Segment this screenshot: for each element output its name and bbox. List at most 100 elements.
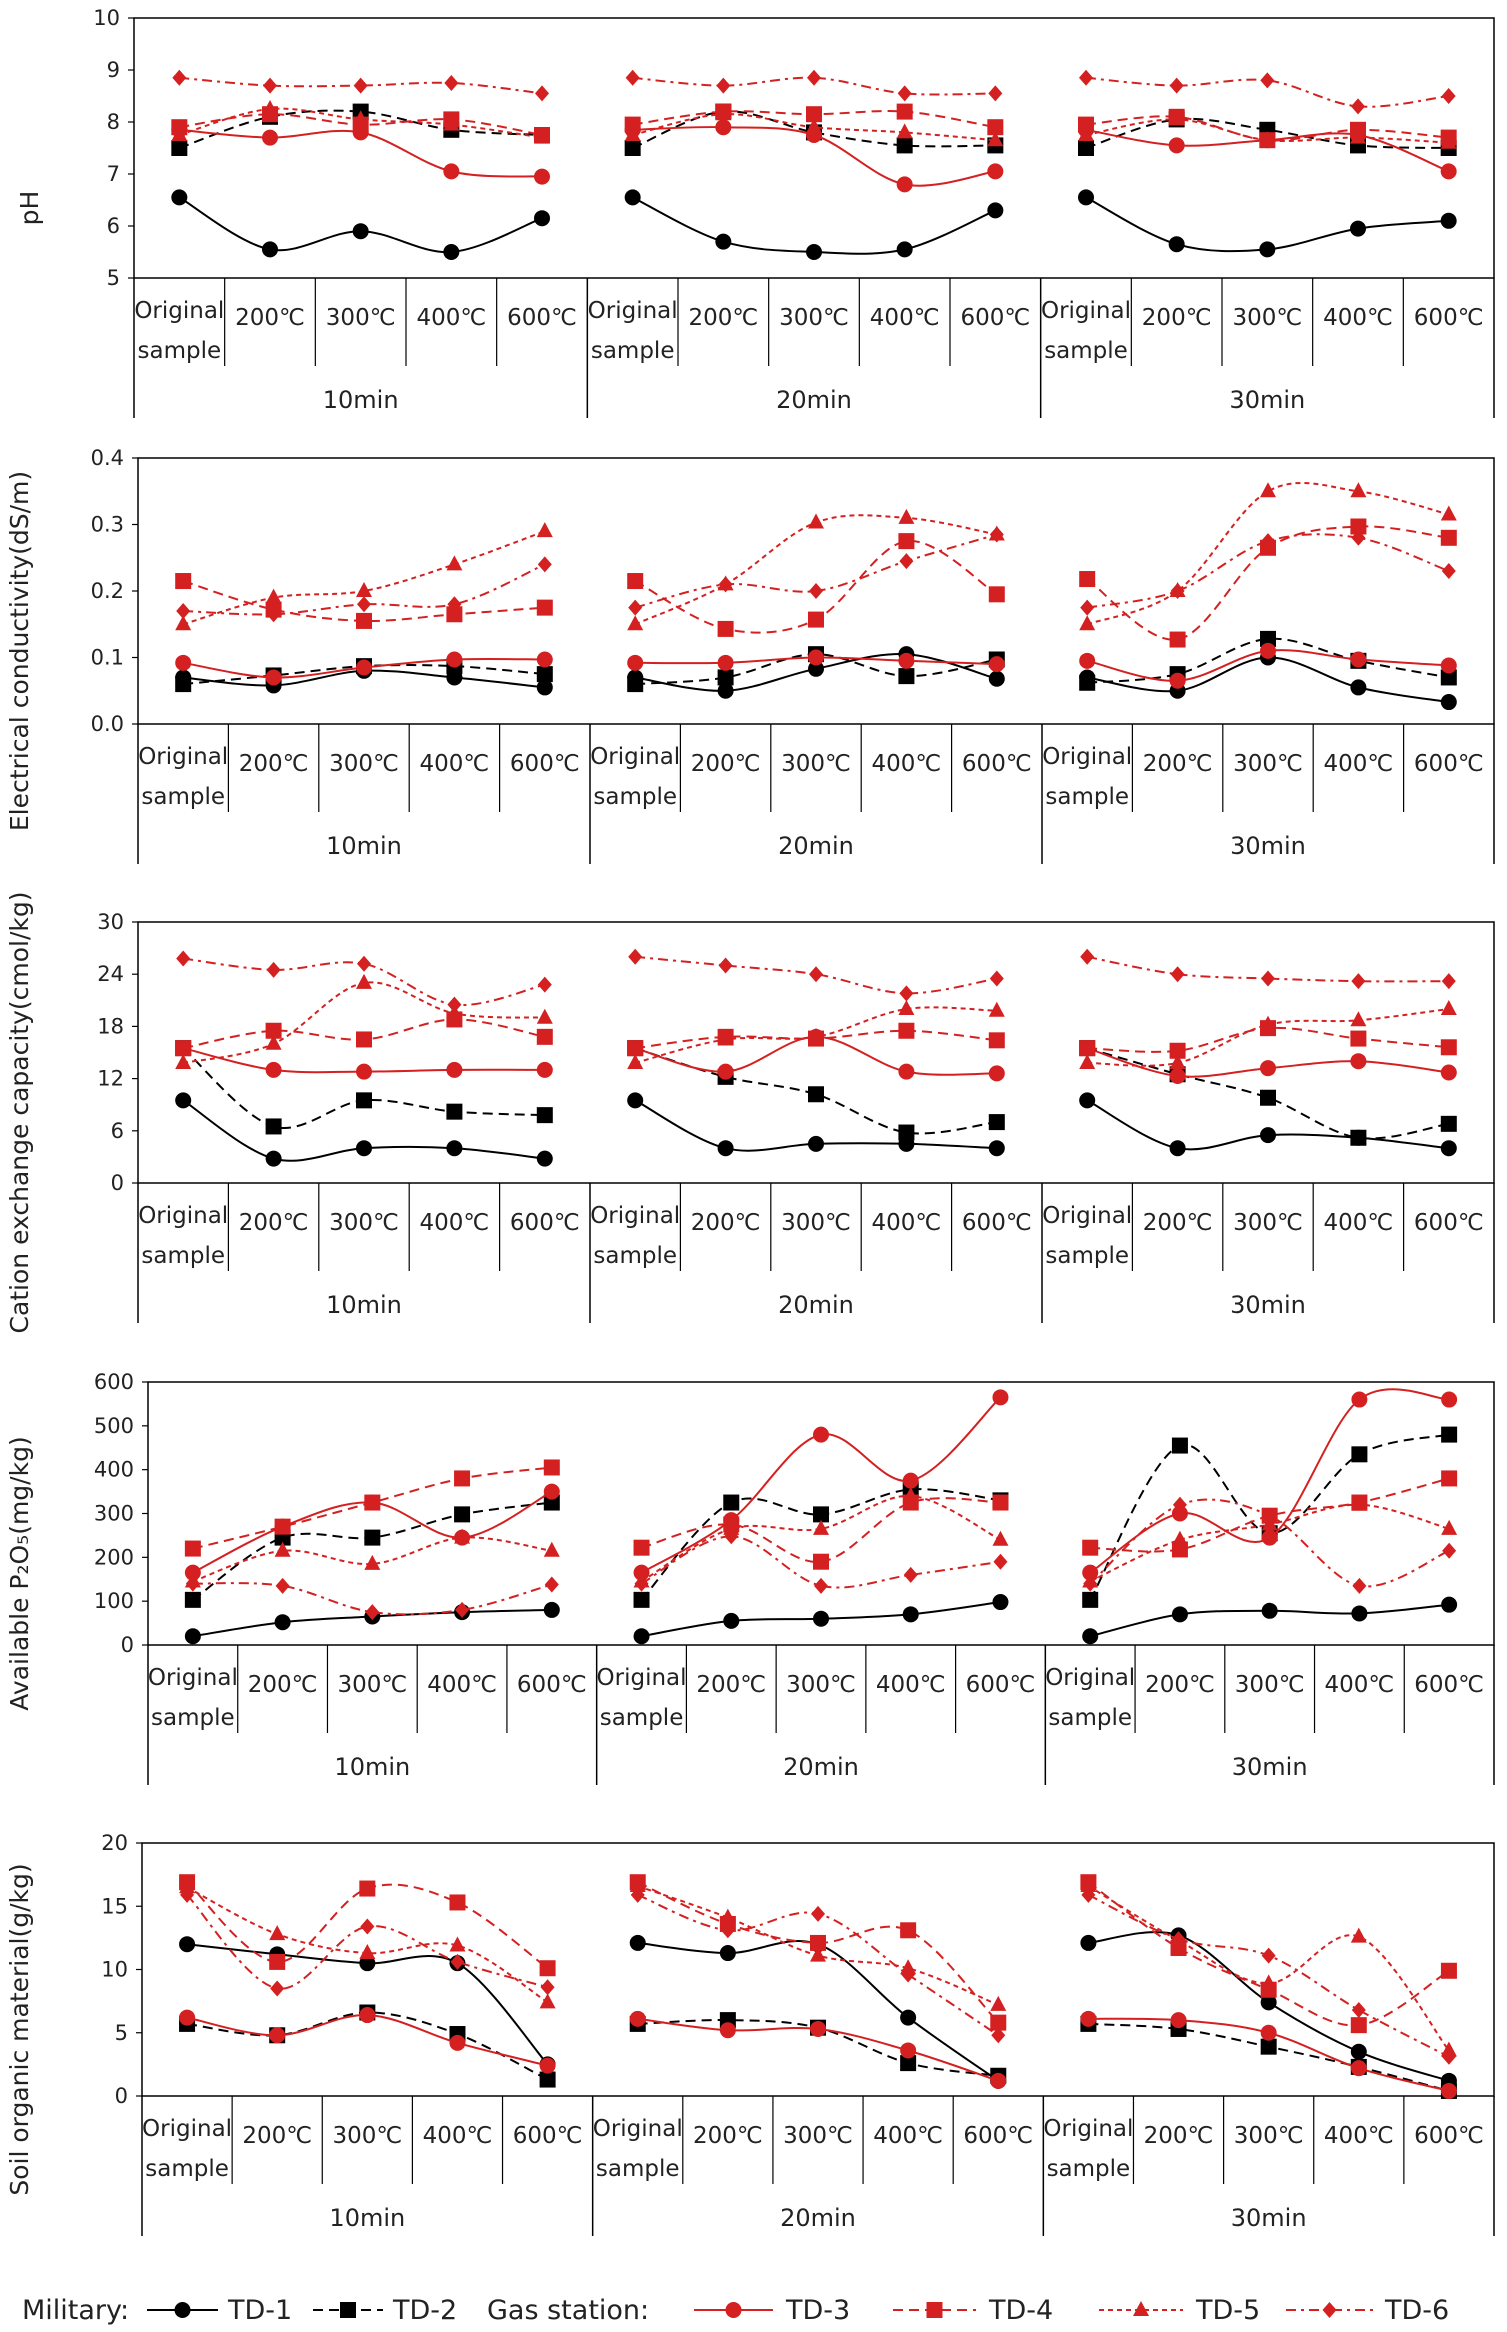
category-label: Original (1042, 1203, 1132, 1229)
y-axis-label: Available P₂O₅(mg/kg) (5, 1436, 34, 1710)
data-point (624, 116, 641, 133)
category-label: sample (591, 338, 675, 364)
data-point (262, 129, 278, 146)
data-point (1171, 1530, 1188, 1546)
data-point (1170, 2012, 1187, 2029)
data-point (723, 1612, 740, 1629)
data-point (539, 1960, 556, 1977)
data-point (1168, 236, 1185, 253)
group-label: 30min (1232, 1753, 1308, 1781)
category-label: Original (138, 1203, 228, 1229)
data-point (364, 1529, 381, 1546)
category-label: 300℃ (779, 305, 849, 331)
data-point (1079, 571, 1096, 588)
data-point (265, 1118, 282, 1135)
data-point (535, 85, 549, 102)
series-line (641, 1535, 1001, 1589)
legend-label: TD-4 (988, 2295, 1053, 2326)
y-tick-label: 6 (107, 214, 120, 238)
data-point (717, 669, 734, 686)
data-point (992, 1389, 1009, 1406)
series-line (182, 1047, 545, 1129)
data-point (813, 1553, 829, 1570)
series-TD-1 (184, 1594, 1458, 1645)
data-point (723, 1494, 740, 1511)
data-point (987, 131, 1004, 147)
data-point (629, 1877, 646, 1893)
data-point (991, 2027, 1006, 2044)
data-point (1169, 1140, 1186, 1157)
data-point (269, 2027, 286, 2044)
panel-4: 0 100 200 300 400 500 600 Available P₂O₅(mg/kg)… (5, 1370, 1495, 1785)
category-label: 600℃ (510, 751, 580, 777)
series-line (632, 76, 996, 96)
data-point (265, 1150, 282, 1167)
category-label: 200℃ (1142, 305, 1212, 331)
data-point (1081, 1886, 1096, 1903)
data-point (1260, 1015, 1276, 1031)
series-TD-3 (184, 1388, 1458, 1581)
legend-label: TD-1 (227, 2295, 292, 2326)
category-label: 600℃ (1414, 751, 1484, 777)
category-label: 400℃ (1324, 751, 1394, 777)
category-label: Original (590, 744, 680, 770)
data-point (1078, 140, 1094, 156)
category-label: 400℃ (872, 751, 942, 777)
data-point (265, 1022, 282, 1039)
data-point (543, 1601, 560, 1618)
data-point (1350, 651, 1367, 668)
legend-label: TD-6 (1384, 2295, 1449, 2326)
data-point (1441, 88, 1456, 104)
category-label: 600℃ (962, 1210, 1032, 1236)
legend-label: TD-2 (392, 2295, 457, 2326)
group-label: 20min (778, 832, 854, 860)
data-point (534, 128, 550, 144)
series-TD-2 (184, 1426, 1458, 1608)
data-point (1169, 1067, 1186, 1084)
y-tick-label: 7 (107, 162, 120, 186)
data-point (899, 553, 914, 570)
data-point (262, 241, 278, 258)
data-point (1440, 669, 1457, 686)
data-point (171, 126, 188, 141)
data-point (454, 1506, 471, 1523)
category-label: 600℃ (963, 2123, 1033, 2149)
data-point (175, 615, 192, 631)
series-TD-5 (184, 1486, 1458, 1588)
y-tick-label: 0.4 (91, 446, 124, 470)
data-point (356, 1092, 372, 1109)
data-point (1079, 1040, 1096, 1057)
data-point (1261, 1602, 1278, 1619)
data-point (443, 115, 460, 131)
category-label: 300℃ (332, 2123, 402, 2149)
data-point (1350, 1011, 1367, 1027)
data-point (447, 996, 462, 1013)
data-point (265, 588, 282, 604)
data-point (993, 1553, 1008, 1570)
data-point (184, 1540, 201, 1557)
plot-frame (133, 17, 1495, 279)
category-label: sample (596, 2156, 680, 2182)
group-label: 10min (329, 2204, 405, 2232)
data-point (900, 2009, 917, 2026)
data-point (1078, 189, 1094, 206)
y-tick-label: 20 (101, 1831, 128, 1855)
series-line (1086, 525, 1449, 641)
y-tick-label: 24 (97, 962, 124, 986)
data-point (900, 1922, 917, 1939)
data-point (356, 1063, 372, 1080)
data-point (896, 241, 913, 258)
series-line (179, 107, 543, 139)
data-point (627, 615, 644, 631)
series-line (192, 1536, 552, 1583)
data-point (628, 599, 643, 616)
data-point (1441, 2048, 1456, 2065)
category-label: sample (1045, 1243, 1129, 1269)
data-point (266, 961, 281, 978)
data-point (1352, 1577, 1367, 1594)
data-point (717, 682, 734, 699)
data-point (810, 1946, 826, 1962)
data-point (898, 533, 915, 550)
category-label: 400℃ (423, 2123, 493, 2149)
data-point (536, 599, 553, 616)
